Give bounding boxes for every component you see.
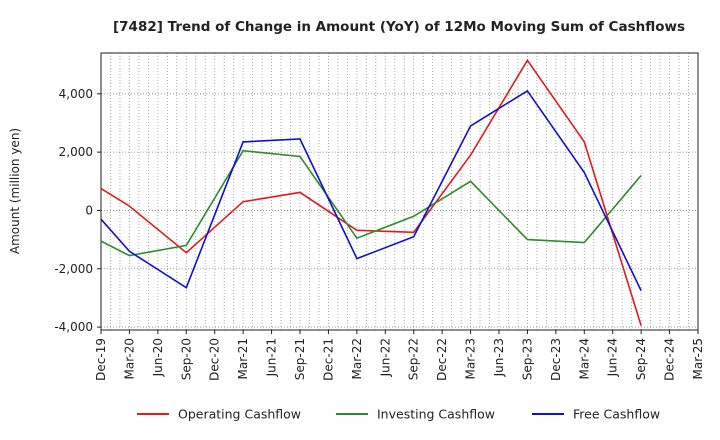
y-tick-label: 4,000 [59, 87, 93, 101]
y-axis-label: Amount (million yen) [8, 128, 22, 254]
x-tick-label: Jun-21 [265, 338, 279, 377]
x-tick-label: Mar-23 [464, 338, 478, 379]
x-tick-label: Jun-22 [378, 338, 392, 377]
plot-area [100, 52, 699, 331]
x-tick-label: Sep-23 [520, 338, 534, 380]
x-tick-label: Mar-21 [236, 338, 250, 379]
x-tick-label: Mar-20 [122, 338, 136, 379]
y-tick-label: -2,000 [54, 262, 93, 276]
legend-label: Free Cashflow [573, 407, 660, 422]
x-tick-label: Dec-23 [549, 338, 563, 381]
x-axis: Dec-19 Mar-20 Jun-20 Sep-20 Dec-20 Mar-21 Jun-… [94, 330, 705, 381]
x-tick-label: Dec-20 [208, 338, 222, 381]
grid [101, 53, 698, 330]
x-tick-label: Mar-25 [691, 338, 705, 379]
chart-title: [7482] Trend of Change in Amount (YoY) o… [113, 19, 685, 35]
x-tick-label: Dec-22 [435, 338, 449, 381]
x-tick-label: Dec-21 [321, 338, 335, 381]
y-tick-label: -4,000 [54, 320, 93, 334]
series-line [100, 89, 642, 291]
x-tick-label: Dec-19 [94, 338, 108, 381]
legend-label: Investing Cashflow [377, 407, 495, 422]
x-tick-label: Mar-22 [350, 338, 364, 379]
x-tick-label: Sep-24 [634, 338, 648, 380]
x-tick-label: Sep-21 [293, 338, 307, 380]
series-line [100, 58, 642, 326]
legend: Operating Cashflow Investing Cashflow Free… [137, 407, 660, 422]
y-axis: -4,000 -2,000 0 2,000 4,000 [54, 87, 101, 334]
x-tick-label: Sep-20 [179, 338, 193, 380]
x-tick-label: Jun-24 [606, 338, 620, 377]
x-tick-label: Mar-24 [577, 338, 591, 379]
x-tick-label: Dec-24 [663, 338, 677, 381]
legend-label: Operating Cashflow [178, 407, 301, 422]
x-tick-label: Jun-20 [151, 338, 165, 377]
x-tick-label: Sep-22 [407, 338, 421, 380]
series-line [100, 149, 642, 257]
y-tick-label: 0 [85, 203, 93, 217]
y-tick-label: 2,000 [59, 145, 93, 159]
x-tick-label: Jun-23 [492, 338, 506, 377]
series-lines [100, 58, 642, 326]
